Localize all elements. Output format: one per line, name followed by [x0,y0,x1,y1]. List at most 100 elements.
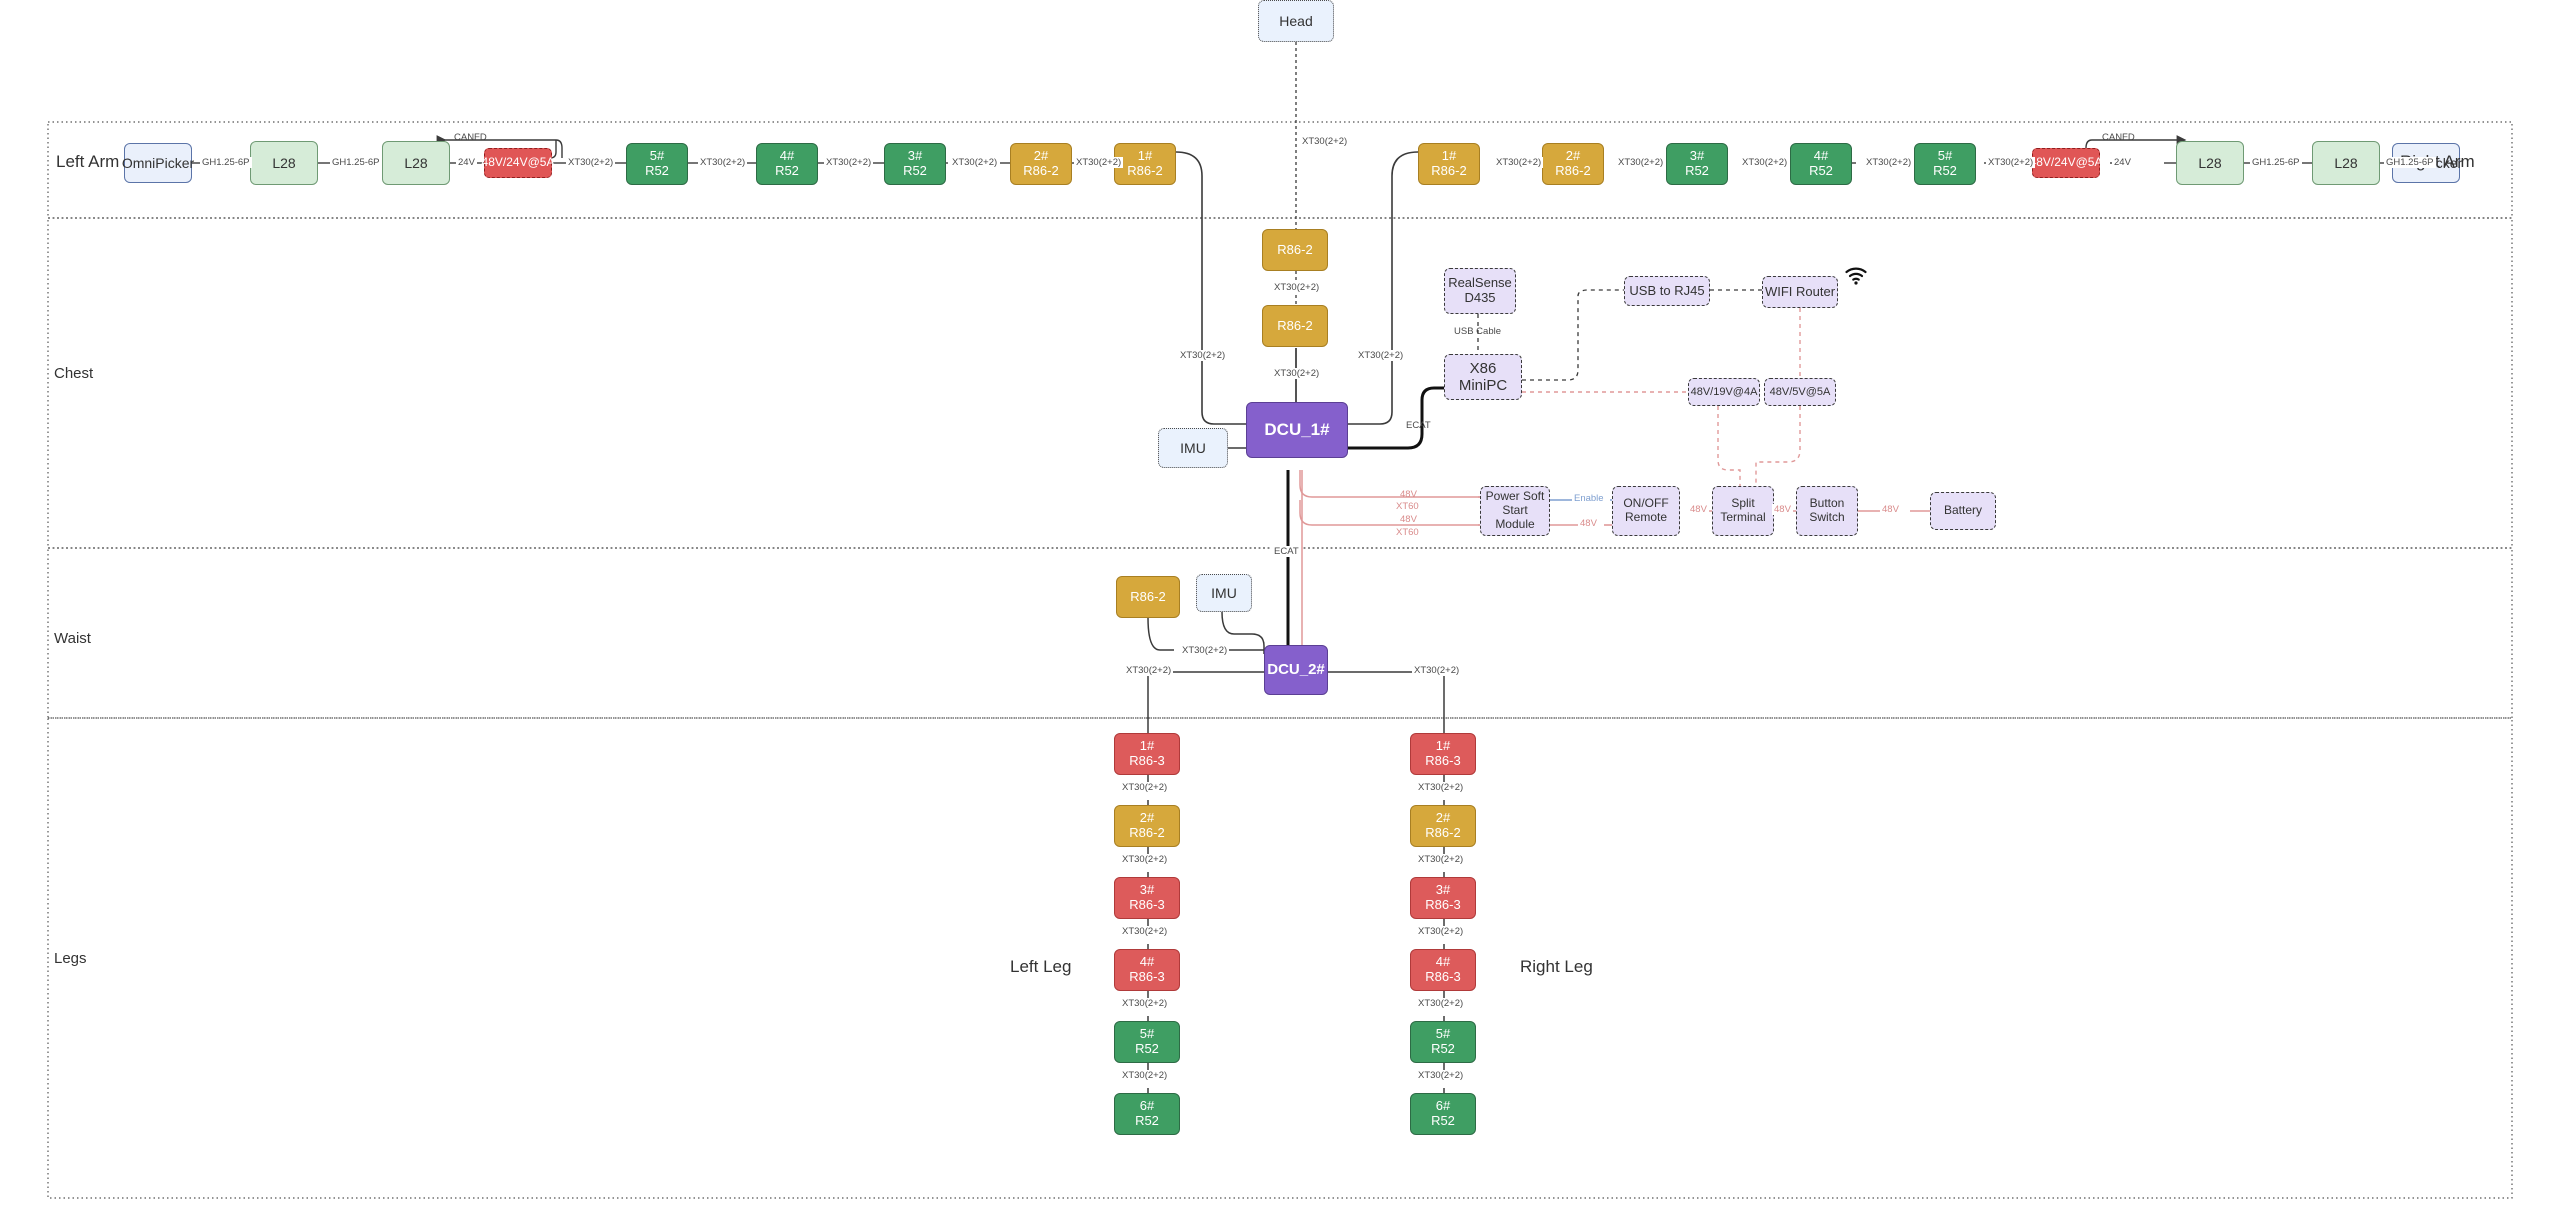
node-label: 3# [1139,882,1155,898]
wire-label-la-canfd: CANFD [454,132,487,143]
node-right-arm-l28-a[interactable]: L28 [2176,141,2244,185]
node-right-arm-l28-b[interactable]: L28 [2312,141,2380,185]
node-right-leg-joint-2[interactable]: 2# R86-2 [1410,805,1476,847]
node-right-arm-joint-1[interactable]: 1# R86-2 [1418,143,1480,185]
node-label: 1# [1435,738,1451,754]
node-sublabel: Remote [1624,510,1668,524]
node-head[interactable]: Head [1258,0,1334,42]
node-left-arm-joint-4[interactable]: 4# R52 [756,143,818,185]
node-dcu-1[interactable]: DCU_1# [1246,402,1348,458]
node-sublabel: Switch [1809,510,1845,524]
wire-label-rl-3: XT30(2+2) [1416,998,1466,1009]
node-psu-48v-19v[interactable]: 48V/19V@4A [1688,378,1760,406]
node-onoff-remote[interactable]: ON/OFF Remote [1612,486,1680,536]
node-label: Button [1809,496,1845,511]
node-wifi-router[interactable]: WIFI Router [1762,276,1838,308]
node-sublabel: Start Module [1495,503,1535,531]
node-right-arm-joint-5[interactable]: 5# R52 [1914,143,1976,185]
node-button-switch[interactable]: Button Switch [1796,486,1858,536]
wire-label-enable: Enable [1572,493,1606,504]
node-label: L28 [2334,154,2358,171]
node-power-soft-start[interactable]: Power Soft Start Module [1480,486,1550,536]
node-sublabel: R86-2 [1023,163,1059,178]
node-left-arm-joint-3[interactable]: 3# R52 [884,143,946,185]
node-right-arm-converter[interactable]: 48V/24V@5A [2030,148,2102,178]
node-left-arm-joint-2[interactable]: 2# R86-2 [1010,143,1072,185]
node-left-arm-l28-b[interactable]: L28 [382,141,450,185]
node-label: 3# [1435,882,1451,898]
wire-label-la-3: XT30(2+2) [566,157,616,168]
node-label: DCU_2# [1267,661,1325,679]
node-sublabel: R86-2 [1127,163,1163,178]
node-label: L28 [2198,154,2222,171]
wire-label-dcu-xt60-a: XT60 [1396,501,1419,512]
node-psu-48v-5v[interactable]: 48V/5V@5A [1764,378,1836,406]
node-realsense-d435[interactable]: RealSense D435 [1444,268,1516,314]
wire-label-ll-2: XT30(2+2) [1120,926,1170,937]
node-left-leg-joint-5[interactable]: 5# R52 [1114,1021,1180,1063]
node-sublabel: MiniPC [1458,377,1508,394]
node-sublabel: R52 [1135,1041,1159,1056]
node-neck-lower[interactable]: R86-2 [1262,305,1328,347]
node-label: 5# [1937,148,1953,164]
node-neck-upper[interactable]: R86-2 [1262,229,1328,271]
node-split-terminal[interactable]: Split Terminal [1712,486,1774,536]
node-left-leg-joint-3[interactable]: 3# R86-3 [1114,877,1180,919]
node-label: 3# [1689,148,1705,164]
node-left-leg-joint-6[interactable]: 6# R52 [1114,1093,1180,1135]
wire-label-ecat-down: ECAT [1272,546,1301,557]
node-sublabel: R52 [1135,1113,1159,1128]
node-label: IMU [1180,439,1206,456]
node-right-leg-joint-1[interactable]: 1# R86-3 [1410,733,1476,775]
wire-label-ra-2: XT30(2+2) [1740,157,1790,168]
wire-label-ll-1: XT30(2+2) [1120,854,1170,865]
node-left-arm-omnipicker[interactable]: OmniPicker [122,143,194,183]
node-label: ON/OFF [1623,496,1669,511]
node-label: 6# [1139,1098,1155,1114]
node-waist-joint-r86-2[interactable]: R86-2 [1116,576,1180,618]
section-label-left-arm: Left Arm [56,152,120,171]
wire-label-dcu-48v-b: 48V [1400,514,1417,525]
node-right-leg-joint-6[interactable]: 6# R52 [1410,1093,1476,1135]
node-label: 4# [1435,954,1451,970]
node-right-arm-joint-3[interactable]: 3# R52 [1666,143,1728,185]
node-left-arm-joint-5[interactable]: 5# R52 [626,143,688,185]
node-sublabel: R86-2 [1425,825,1461,840]
node-right-leg-joint-3[interactable]: 3# R86-3 [1410,877,1476,919]
node-label: R86-2 [1130,588,1166,604]
node-label: Battery [1943,503,1982,518]
node-label: 5# [1435,1026,1451,1042]
wire-label-ra-6: GH1.25-6P [2250,157,2302,168]
node-imu-waist[interactable]: IMU [1196,574,1252,612]
node-imu-chest[interactable]: IMU [1158,428,1228,468]
node-right-leg-joint-5[interactable]: 5# R52 [1410,1021,1476,1063]
wire-label-waist-left-leg: XT30(2+2) [1124,665,1174,676]
node-label: RealSense [1448,275,1512,291]
node-label: R86-2 [1277,317,1313,333]
node-left-leg-joint-2[interactable]: 2# R86-2 [1114,805,1180,847]
node-sublabel: R86-3 [1129,897,1165,912]
node-sublabel: R52 [903,163,927,178]
node-right-arm-joint-4[interactable]: 4# R52 [1790,143,1852,185]
node-left-leg-joint-1[interactable]: 1# R86-3 [1114,733,1180,775]
node-dcu-2[interactable]: DCU_2# [1264,645,1328,695]
wire-label-la-6: XT30(2+2) [950,157,1000,168]
node-sublabel: R52 [775,163,799,178]
node-sublabel: Terminal [1720,510,1766,524]
node-left-arm-converter[interactable]: 48V/24V@5A [482,148,554,178]
node-left-arm-joint-1[interactable]: 1# R86-2 [1114,143,1176,185]
node-left-arm-l28-a[interactable]: L28 [250,141,318,185]
node-left-leg-joint-4[interactable]: 4# R86-3 [1114,949,1180,991]
node-sublabel: R52 [1431,1041,1455,1056]
node-right-leg-joint-4[interactable]: 4# R86-3 [1410,949,1476,991]
wire-label-rl-2: XT30(2+2) [1416,926,1466,937]
node-label: 4# [1139,954,1155,970]
node-x86-minipc[interactable]: X86 MiniPC [1444,354,1522,400]
node-usb-to-rj45[interactable]: USB to RJ45 [1624,276,1710,306]
node-battery[interactable]: Battery [1930,492,1996,530]
wire-label-ra-dcu: XT30(2+2) [1356,350,1406,361]
wire-label-ra-0: XT30(2+2) [1494,157,1544,168]
node-label: USB to RJ45 [1629,282,1705,298]
node-right-arm-joint-2[interactable]: 2# R86-2 [1542,143,1604,185]
